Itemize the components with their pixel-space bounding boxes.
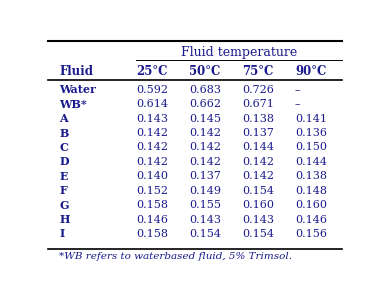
Text: D: D	[59, 157, 69, 168]
Text: 90°C: 90°C	[295, 64, 326, 78]
Text: 0.146: 0.146	[295, 214, 327, 225]
Text: 0.142: 0.142	[189, 157, 221, 167]
Text: 50°C: 50°C	[189, 64, 220, 78]
Text: 0.142: 0.142	[242, 157, 274, 167]
Text: E: E	[59, 171, 68, 182]
Text: 0.149: 0.149	[189, 186, 221, 196]
Text: 0.160: 0.160	[295, 200, 327, 210]
Text: 0.683: 0.683	[189, 85, 221, 95]
Text: 0.155: 0.155	[189, 200, 221, 210]
Text: 0.138: 0.138	[242, 114, 274, 124]
Text: B: B	[59, 128, 69, 139]
Text: –: –	[295, 99, 301, 109]
Text: 0.158: 0.158	[136, 200, 168, 210]
Text: 0.148: 0.148	[295, 186, 327, 196]
Text: WB*: WB*	[59, 99, 87, 110]
Text: Fluid temperature: Fluid temperature	[181, 46, 297, 59]
Text: 0.142: 0.142	[242, 171, 274, 181]
Text: C: C	[59, 142, 68, 153]
Text: 0.142: 0.142	[189, 128, 221, 138]
Text: 0.156: 0.156	[295, 229, 327, 239]
Text: 0.146: 0.146	[136, 214, 168, 225]
Text: 0.152: 0.152	[136, 186, 168, 196]
Text: H: H	[59, 214, 70, 225]
Text: 0.158: 0.158	[136, 229, 168, 239]
Text: Water: Water	[59, 84, 96, 95]
Text: A: A	[59, 113, 68, 124]
Text: 0.726: 0.726	[242, 85, 274, 95]
Text: 0.143: 0.143	[136, 114, 168, 124]
Text: *WB refers to waterbased fluid, 5% Trimsol.: *WB refers to waterbased fluid, 5% Trims…	[59, 252, 292, 261]
Text: 0.145: 0.145	[189, 114, 221, 124]
Text: 0.142: 0.142	[136, 143, 168, 152]
Text: Fluid: Fluid	[59, 64, 93, 78]
Text: 0.143: 0.143	[242, 214, 274, 225]
Text: 0.137: 0.137	[242, 128, 274, 138]
Text: 0.614: 0.614	[136, 99, 168, 109]
Text: I: I	[59, 228, 65, 239]
Text: 0.160: 0.160	[242, 200, 274, 210]
Text: 75°C: 75°C	[242, 64, 273, 78]
Text: 0.592: 0.592	[136, 85, 168, 95]
Text: 0.144: 0.144	[295, 157, 327, 167]
Text: G: G	[59, 200, 69, 211]
Text: F: F	[59, 185, 67, 196]
Text: 0.662: 0.662	[189, 99, 221, 109]
Text: 0.137: 0.137	[189, 171, 221, 181]
Text: –: –	[295, 85, 301, 95]
Text: 25°C: 25°C	[136, 64, 167, 78]
Text: 0.154: 0.154	[189, 229, 221, 239]
Text: 0.150: 0.150	[295, 143, 327, 152]
Text: 0.142: 0.142	[189, 143, 221, 152]
Text: 0.144: 0.144	[242, 143, 274, 152]
Text: 0.141: 0.141	[295, 114, 327, 124]
Text: 0.140: 0.140	[136, 171, 168, 181]
Text: 0.142: 0.142	[136, 157, 168, 167]
Text: 0.143: 0.143	[189, 214, 221, 225]
Text: 0.138: 0.138	[295, 171, 327, 181]
Text: 0.154: 0.154	[242, 186, 274, 196]
Text: 0.671: 0.671	[242, 99, 274, 109]
Text: 0.154: 0.154	[242, 229, 274, 239]
Text: 0.142: 0.142	[136, 128, 168, 138]
Text: 0.136: 0.136	[295, 128, 327, 138]
